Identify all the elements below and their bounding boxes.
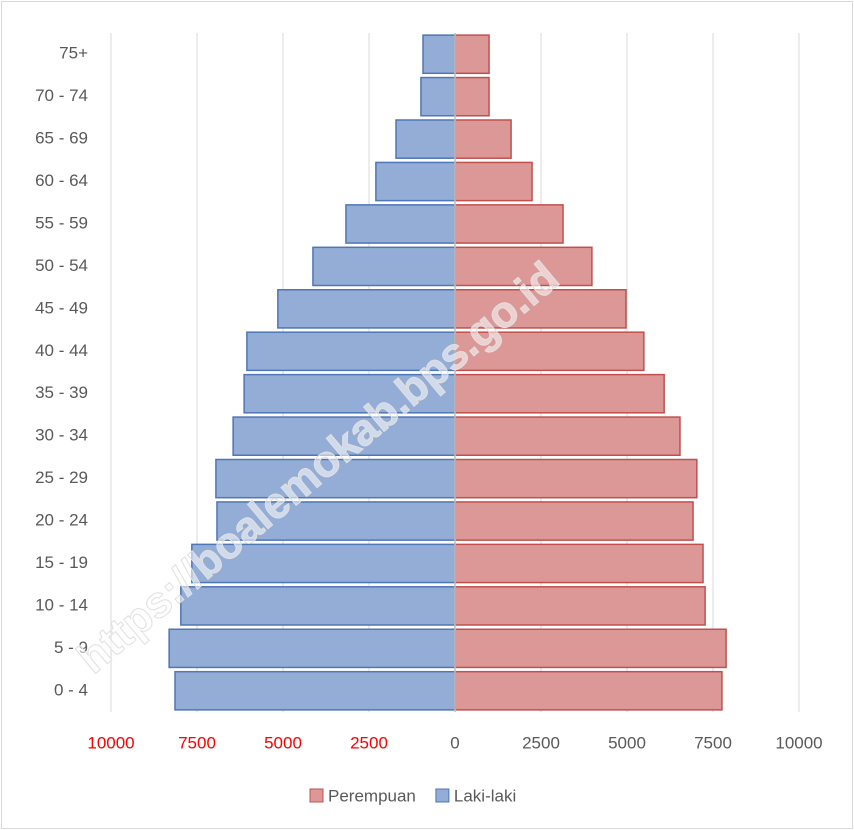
bar xyxy=(454,458,698,499)
bar xyxy=(243,373,456,414)
y-tick-label: 60 - 64 xyxy=(35,171,88,190)
bar xyxy=(454,204,564,244)
y-tick-label: 10 - 14 xyxy=(35,595,88,614)
bar xyxy=(454,331,645,372)
bar xyxy=(454,670,723,711)
bar xyxy=(345,204,456,244)
x-tick-label: 2500 xyxy=(350,733,388,752)
legend-label: Laki-laki xyxy=(454,786,516,805)
y-tick-label: 45 - 49 xyxy=(35,298,88,317)
bar xyxy=(277,288,456,329)
bar xyxy=(454,34,490,75)
y-tick-label: 35 - 39 xyxy=(35,383,88,402)
x-tick-label: 10000 xyxy=(775,733,822,752)
bar xyxy=(454,246,593,287)
bar xyxy=(454,501,694,541)
x-tick-label: 5000 xyxy=(264,733,302,752)
x-tick-label: 7500 xyxy=(694,733,732,752)
y-tick-label: 55 - 59 xyxy=(35,213,88,232)
bar xyxy=(168,628,456,669)
bar xyxy=(312,246,456,287)
x-tick-label: 0 xyxy=(450,733,459,752)
y-tick-label: 20 - 24 xyxy=(35,511,88,530)
legend-label: Perempuan xyxy=(328,786,416,805)
y-tick-label: 0 - 4 xyxy=(54,680,88,699)
bar xyxy=(454,119,512,159)
bar xyxy=(420,76,456,117)
y-tick-label: 75+ xyxy=(59,44,88,63)
bar xyxy=(454,586,706,626)
y-tick-label: 65 - 69 xyxy=(35,129,88,148)
x-tick-label: 10000 xyxy=(87,733,134,752)
bar xyxy=(232,416,456,457)
legend-swatch xyxy=(309,788,324,803)
y-tick-label: 15 - 19 xyxy=(35,553,88,572)
bar xyxy=(454,543,704,584)
y-tick-label: 40 - 44 xyxy=(35,341,88,360)
bar xyxy=(454,288,627,329)
bar xyxy=(191,543,456,584)
bar xyxy=(454,76,490,117)
y-tick-label: 70 - 74 xyxy=(35,86,88,105)
bar xyxy=(454,416,681,457)
y-tick-label: 25 - 29 xyxy=(35,468,88,487)
x-tick-label: 5000 xyxy=(608,733,646,752)
bar xyxy=(395,119,456,159)
bar xyxy=(454,628,727,669)
bar xyxy=(246,331,456,372)
bar xyxy=(422,34,456,75)
y-tick-label: 5 - 9 xyxy=(54,638,88,657)
bar xyxy=(215,458,456,499)
bar xyxy=(375,161,456,202)
x-tick-label: 2500 xyxy=(522,733,560,752)
y-tick-label: 30 - 34 xyxy=(35,426,88,445)
y-tick-label: 50 - 54 xyxy=(35,256,88,275)
bar xyxy=(180,586,456,626)
bar xyxy=(454,161,533,202)
legend-swatch xyxy=(435,788,450,803)
bar xyxy=(454,373,665,414)
bar xyxy=(174,670,456,711)
x-tick-label: 7500 xyxy=(178,733,216,752)
